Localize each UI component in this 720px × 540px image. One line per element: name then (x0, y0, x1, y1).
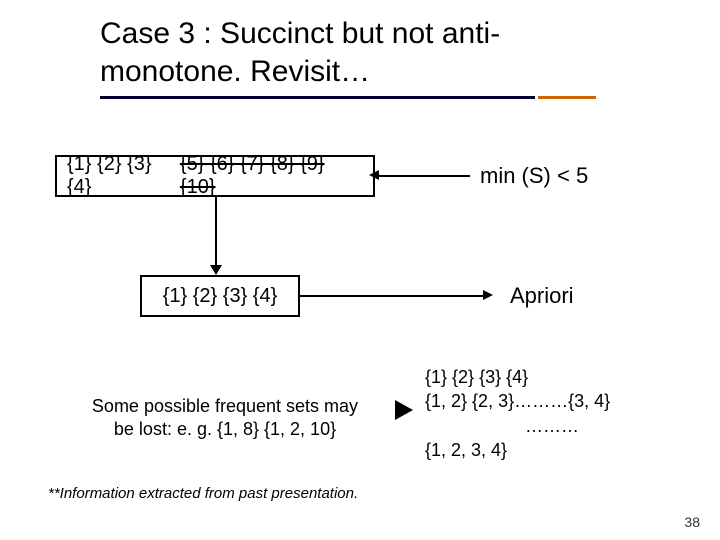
itemset-box-full: {1} {2} {3} {4} {5} {6} {7} {8} {9} {10} (55, 155, 375, 197)
arrow-apriori-head (483, 290, 493, 300)
arrow-big-icon (395, 400, 413, 420)
sets-line-4: {1, 2, 3, 4} (425, 438, 705, 462)
itemset-kept: {1} {2} {3} {4} (67, 153, 180, 199)
lost-line-1: Some possible frequent sets may (92, 396, 358, 416)
title-line-2: monotone. Revisit… (100, 55, 370, 88)
title-underline-main (100, 96, 535, 99)
footnote-text: **Information extracted from past presen… (48, 485, 358, 502)
sets-line-2: {1, 2} {2, 3}………{3, 4} (425, 389, 705, 413)
arrow-down-line (215, 197, 217, 267)
title-line-1: Case 3 : Succinct but not anti- (100, 17, 500, 50)
itemset-box-filtered: {1} {2} {3} {4} (140, 275, 300, 317)
title-underline-accent (538, 96, 596, 99)
arrow-down-head (210, 265, 222, 275)
itemset-pruned: {5} {6} {7} {8} {9} {10} (180, 153, 363, 199)
slide-number: 38 (684, 514, 700, 530)
filtered-text: {1} {2} {3} {4} (163, 285, 278, 308)
apriori-label: Apriori (510, 283, 574, 309)
sets-line-3: ……… (425, 414, 705, 438)
apriori-result-sets: {1} {2} {3} {4} {1, 2} {2, 3}………{3, 4} …… (425, 365, 705, 462)
arrow-apriori-line (300, 295, 485, 297)
lost-line-2: be lost: e. g. {1, 8} {1, 2, 10} (114, 419, 336, 439)
arrow-constraint-head (369, 170, 379, 180)
sets-line-1: {1} {2} {3} {4} (425, 365, 705, 389)
lost-sets-note: Some possible frequent sets may be lost:… (60, 395, 390, 442)
slide-title: Case 3 : Succinct but not anti- monotone… (100, 15, 660, 90)
constraint-label: min (S) < 5 (480, 163, 588, 189)
arrow-constraint-line (375, 175, 470, 177)
